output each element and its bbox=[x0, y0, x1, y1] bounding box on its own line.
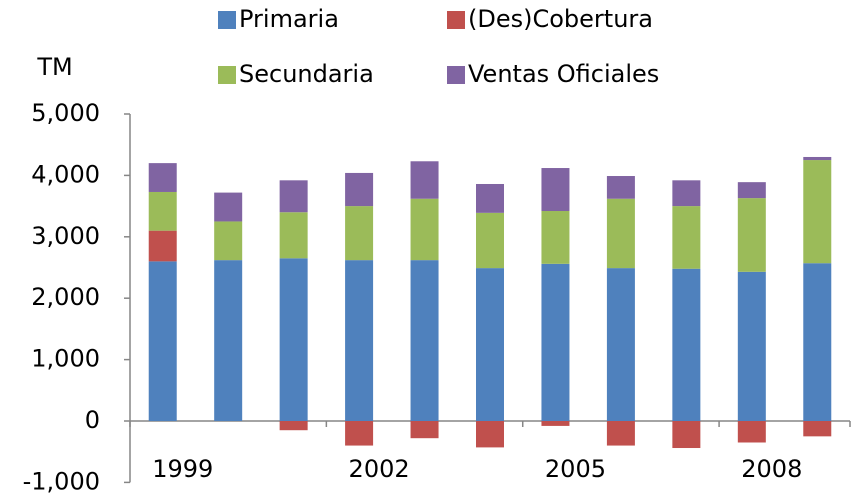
bar-segment bbox=[672, 180, 701, 207]
y-tick-label: 2,000 bbox=[31, 283, 100, 311]
legend-label: Ventas Oficiales bbox=[468, 60, 659, 88]
bar-segment bbox=[803, 156, 832, 161]
bar-segment bbox=[214, 260, 243, 421]
bar-segment bbox=[410, 421, 439, 439]
bar-segment bbox=[672, 268, 701, 421]
y-tick-label: 0 bbox=[85, 406, 100, 434]
y-tick-label: 3,000 bbox=[31, 222, 100, 250]
y-axis-label: TM bbox=[36, 53, 72, 81]
bar-segment bbox=[541, 168, 570, 212]
bar-segment bbox=[279, 421, 308, 431]
y-tick-label: -1,000 bbox=[23, 467, 100, 495]
bar-segment bbox=[410, 260, 439, 421]
bar-segment bbox=[737, 198, 766, 272]
x-tick-label: 1999 bbox=[152, 455, 213, 483]
bar-segment bbox=[737, 271, 766, 421]
bar-segment bbox=[672, 421, 701, 449]
legend-label: Secundaria bbox=[239, 60, 374, 88]
legend-label: (Des)Cobertura bbox=[468, 5, 653, 33]
bar-segment bbox=[279, 180, 308, 213]
bar-segment bbox=[803, 160, 832, 264]
bar-segment bbox=[345, 421, 374, 446]
bar-segment bbox=[345, 206, 374, 261]
bar-segment bbox=[541, 263, 570, 421]
bar-segment bbox=[148, 163, 177, 192]
bar-segment bbox=[345, 260, 374, 421]
legend-label: Primaria bbox=[239, 5, 339, 33]
legend-swatch bbox=[218, 66, 236, 84]
y-tick-label: 5,000 bbox=[31, 99, 100, 127]
y-tick-label: 4,000 bbox=[31, 160, 100, 188]
bar-segment bbox=[148, 230, 177, 262]
bar-segment bbox=[148, 261, 177, 421]
bar-segment bbox=[148, 191, 177, 231]
bar-segment bbox=[606, 421, 635, 446]
bar-segment bbox=[606, 268, 635, 421]
bar-segment bbox=[541, 421, 570, 426]
bar-segment bbox=[279, 258, 308, 421]
bar-segment bbox=[476, 183, 504, 213]
y-tick-label: 1,000 bbox=[31, 345, 100, 373]
bar-segment bbox=[410, 161, 439, 199]
bar-segment bbox=[803, 263, 832, 421]
bar-segment bbox=[476, 212, 504, 269]
bar-segment bbox=[476, 268, 504, 421]
bar-segment bbox=[345, 172, 374, 207]
bar-segment bbox=[279, 212, 308, 259]
bar-segment bbox=[476, 421, 504, 448]
x-tick-label: 2005 bbox=[545, 455, 606, 483]
bar-segment bbox=[672, 206, 701, 269]
bar-segment bbox=[606, 198, 635, 269]
legend-swatch bbox=[218, 11, 236, 29]
bar-segment bbox=[606, 176, 635, 199]
bar-segment bbox=[214, 221, 243, 261]
bar-segment bbox=[737, 182, 766, 199]
x-tick-label: 2002 bbox=[349, 455, 410, 483]
x-tick-label: 2008 bbox=[741, 455, 802, 483]
legend-swatch bbox=[447, 11, 465, 29]
bar-segment bbox=[737, 421, 766, 443]
bar-segment bbox=[541, 211, 570, 264]
bar-segment bbox=[410, 198, 439, 261]
bar-segment bbox=[803, 421, 832, 437]
bar-segment bbox=[214, 192, 243, 222]
legend-swatch bbox=[447, 66, 465, 84]
